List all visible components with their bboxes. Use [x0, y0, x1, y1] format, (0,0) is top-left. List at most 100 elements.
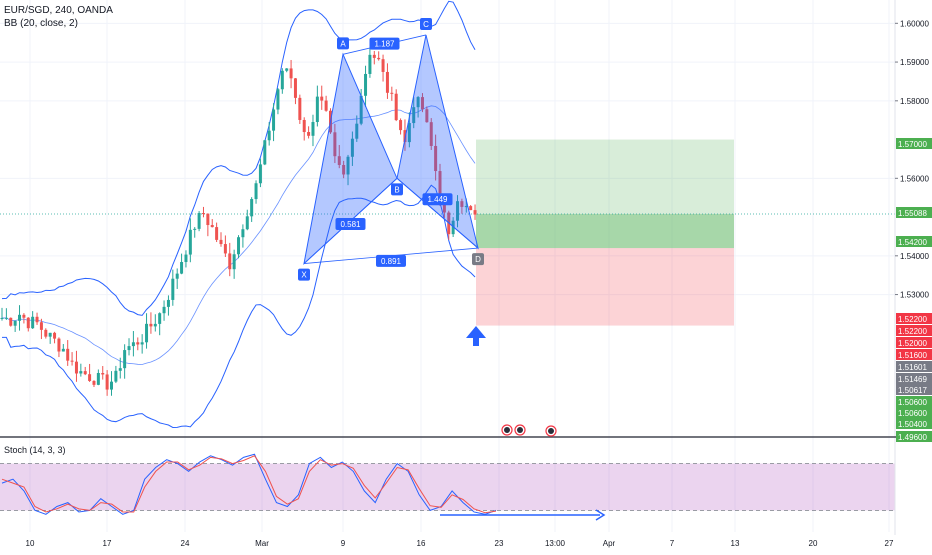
x-tick-label: Apr	[603, 539, 616, 548]
candle-body	[39, 322, 43, 330]
price-tag-bg	[896, 373, 932, 384]
ratio-label-text: 0.891	[381, 257, 402, 266]
y-tick-label: 1.59000	[900, 58, 929, 67]
price-tag-text: 1.54200	[898, 238, 927, 247]
grid	[0, 0, 895, 532]
candle-body	[83, 371, 87, 375]
candle-body	[368, 54, 372, 74]
price-tag-bg	[896, 337, 932, 348]
pattern-label-bg	[472, 253, 484, 266]
candle-body	[22, 314, 26, 318]
stoch-d-line	[1, 455, 497, 514]
candle-body	[307, 132, 311, 136]
harmonic-pattern[interactable]: X A B C D 0.581 1.187 1.449 0.891	[298, 17, 484, 281]
profit-zone	[476, 213, 734, 249]
pattern-point-d: D	[472, 253, 484, 266]
flag-icon	[545, 425, 557, 437]
y-tick-label: 1.60000	[900, 19, 929, 28]
bb-indicator-label: BB (20, close, 2)	[4, 18, 78, 29]
time-axis[interactable]: 10 17 24 Mar 9 16 23 13:00 Apr 7 13 20 27	[0, 535, 932, 550]
candle-body	[153, 323, 157, 327]
candle-body	[385, 71, 389, 93]
target-zone	[476, 139, 734, 249]
candle-body	[320, 96, 324, 101]
candle-body	[346, 156, 350, 175]
price-tag-bg	[896, 313, 932, 324]
candle-body	[118, 368, 122, 371]
candle-body	[438, 171, 442, 200]
candles	[0, 47, 477, 396]
price-tag-bg	[896, 325, 932, 336]
candle-body	[79, 371, 83, 374]
candle-body	[381, 59, 385, 72]
long-position-tool[interactable]	[0, 139, 895, 326]
up-arrow-shape	[466, 326, 486, 346]
ratio-label: 0.891	[376, 254, 406, 267]
candle-body	[394, 93, 398, 121]
candle-body	[114, 370, 118, 382]
candle-body	[206, 213, 210, 226]
candle-body	[372, 54, 376, 58]
candle-body	[96, 373, 100, 385]
price-tag-text: 1.51601	[898, 363, 927, 372]
candle-body	[101, 373, 105, 375]
candle-body	[258, 164, 262, 184]
candle-body	[469, 206, 473, 211]
flag-dot	[548, 428, 554, 434]
y-tick-label: 1.58000	[900, 97, 929, 106]
candle-body	[223, 244, 227, 254]
pattern-point-x: X	[298, 268, 310, 281]
stoch-band-fill	[0, 463, 895, 511]
price-tag-text: 1.50400	[898, 420, 927, 429]
x-tick-label: 27	[885, 539, 894, 548]
candle-body	[241, 229, 245, 238]
candle-body	[145, 323, 149, 343]
candle-body	[315, 96, 319, 123]
price-tag-bg	[896, 361, 932, 372]
candle-body	[74, 361, 78, 374]
ratio-label-text: 0.581	[340, 220, 361, 229]
pattern-label-text: D	[475, 255, 481, 264]
candle-body	[355, 123, 359, 139]
candle-body	[293, 78, 297, 98]
y-tick-label: 1.54000	[900, 252, 929, 261]
event-dot	[504, 427, 510, 433]
pattern-label-bg	[420, 17, 432, 30]
stoch-indicator-label: Stoch (14, 3, 3)	[4, 445, 66, 455]
price-axis-bg	[895, 0, 932, 550]
event-icon	[514, 424, 526, 436]
pattern-label-text: A	[340, 39, 346, 48]
price-tag-text: 1.50600	[898, 398, 927, 407]
candle-body	[464, 206, 468, 208]
candle-body	[149, 323, 153, 327]
x-tick-label: Mar	[255, 539, 269, 548]
candle-body	[337, 156, 341, 165]
candle-body	[105, 374, 109, 390]
candle-body	[201, 213, 205, 215]
candle-body	[123, 350, 127, 369]
bb-upper-line	[1, 0, 476, 316]
candle-body	[180, 262, 184, 274]
candle-body	[245, 216, 249, 230]
candle-body	[136, 342, 140, 345]
up-arrow-icon	[466, 326, 486, 346]
candle-body	[131, 342, 135, 347]
pattern-label-text: C	[423, 20, 429, 29]
candle-body	[250, 199, 254, 217]
candle-body	[35, 316, 39, 323]
candle-body	[442, 199, 446, 213]
candle-body	[407, 123, 411, 143]
candle-body	[18, 314, 22, 321]
price-tag-bg	[896, 396, 932, 407]
candle-body	[425, 109, 429, 123]
candle-body	[219, 239, 223, 245]
candle-body	[263, 140, 267, 165]
candle-body	[184, 254, 188, 263]
candle-body	[324, 100, 328, 111]
candle-body	[26, 317, 30, 329]
price-tag-bg	[896, 138, 932, 149]
ratio-label-bg	[369, 37, 400, 50]
candle-body	[110, 381, 113, 390]
